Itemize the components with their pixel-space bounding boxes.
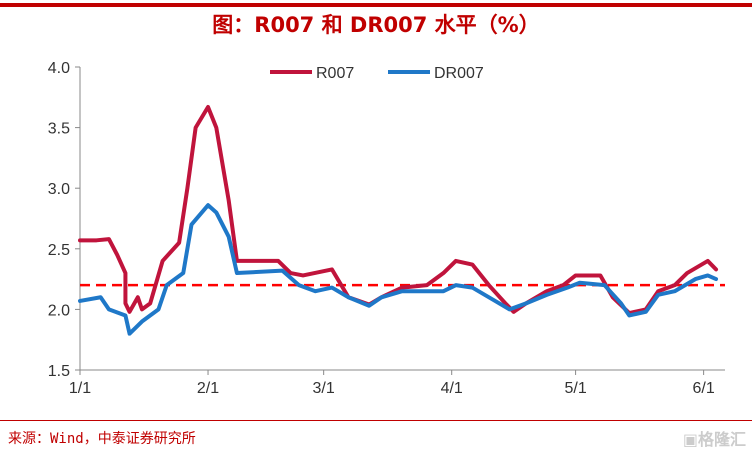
x-tick-label: 3/1 <box>313 380 335 397</box>
y-tick-label: 2.0 <box>48 302 70 319</box>
source-note: 来源：Wind，中泰证券研究所 <box>8 431 196 447</box>
watermark-logo: ▣格隆汇 <box>682 430 746 449</box>
series-line-r007 <box>78 104 719 316</box>
x-tick-label: 1/1 <box>69 380 91 397</box>
top-rule <box>0 3 752 7</box>
series-line-dr007 <box>78 203 719 336</box>
chart-title: 图：R007 和 DR007 水平（%） <box>212 13 540 37</box>
line-chart: 1.5 2.0 2.5 3.0 3.5 4.0 1/1 2/1 3/1 4/1 5/1 6/1 R007… <box>48 60 725 397</box>
y-tick-label: 2.5 <box>48 242 70 259</box>
y-tick-label: 3.0 <box>48 181 70 198</box>
x-tick-label: 4/1 <box>441 380 463 397</box>
x-tick-label: 2/1 <box>197 380 219 397</box>
y-tick-label: 4.0 <box>48 60 70 77</box>
legend-label-r007: R007 <box>316 65 354 82</box>
y-tick-label: 1.5 <box>48 363 70 380</box>
y-tick-label: 3.5 <box>48 121 70 138</box>
x-tick-label: 6/1 <box>693 380 715 397</box>
bottom-rule <box>0 420 752 421</box>
x-tick-label: 5/1 <box>564 380 586 397</box>
legend-label-dr007: DR007 <box>434 65 484 82</box>
